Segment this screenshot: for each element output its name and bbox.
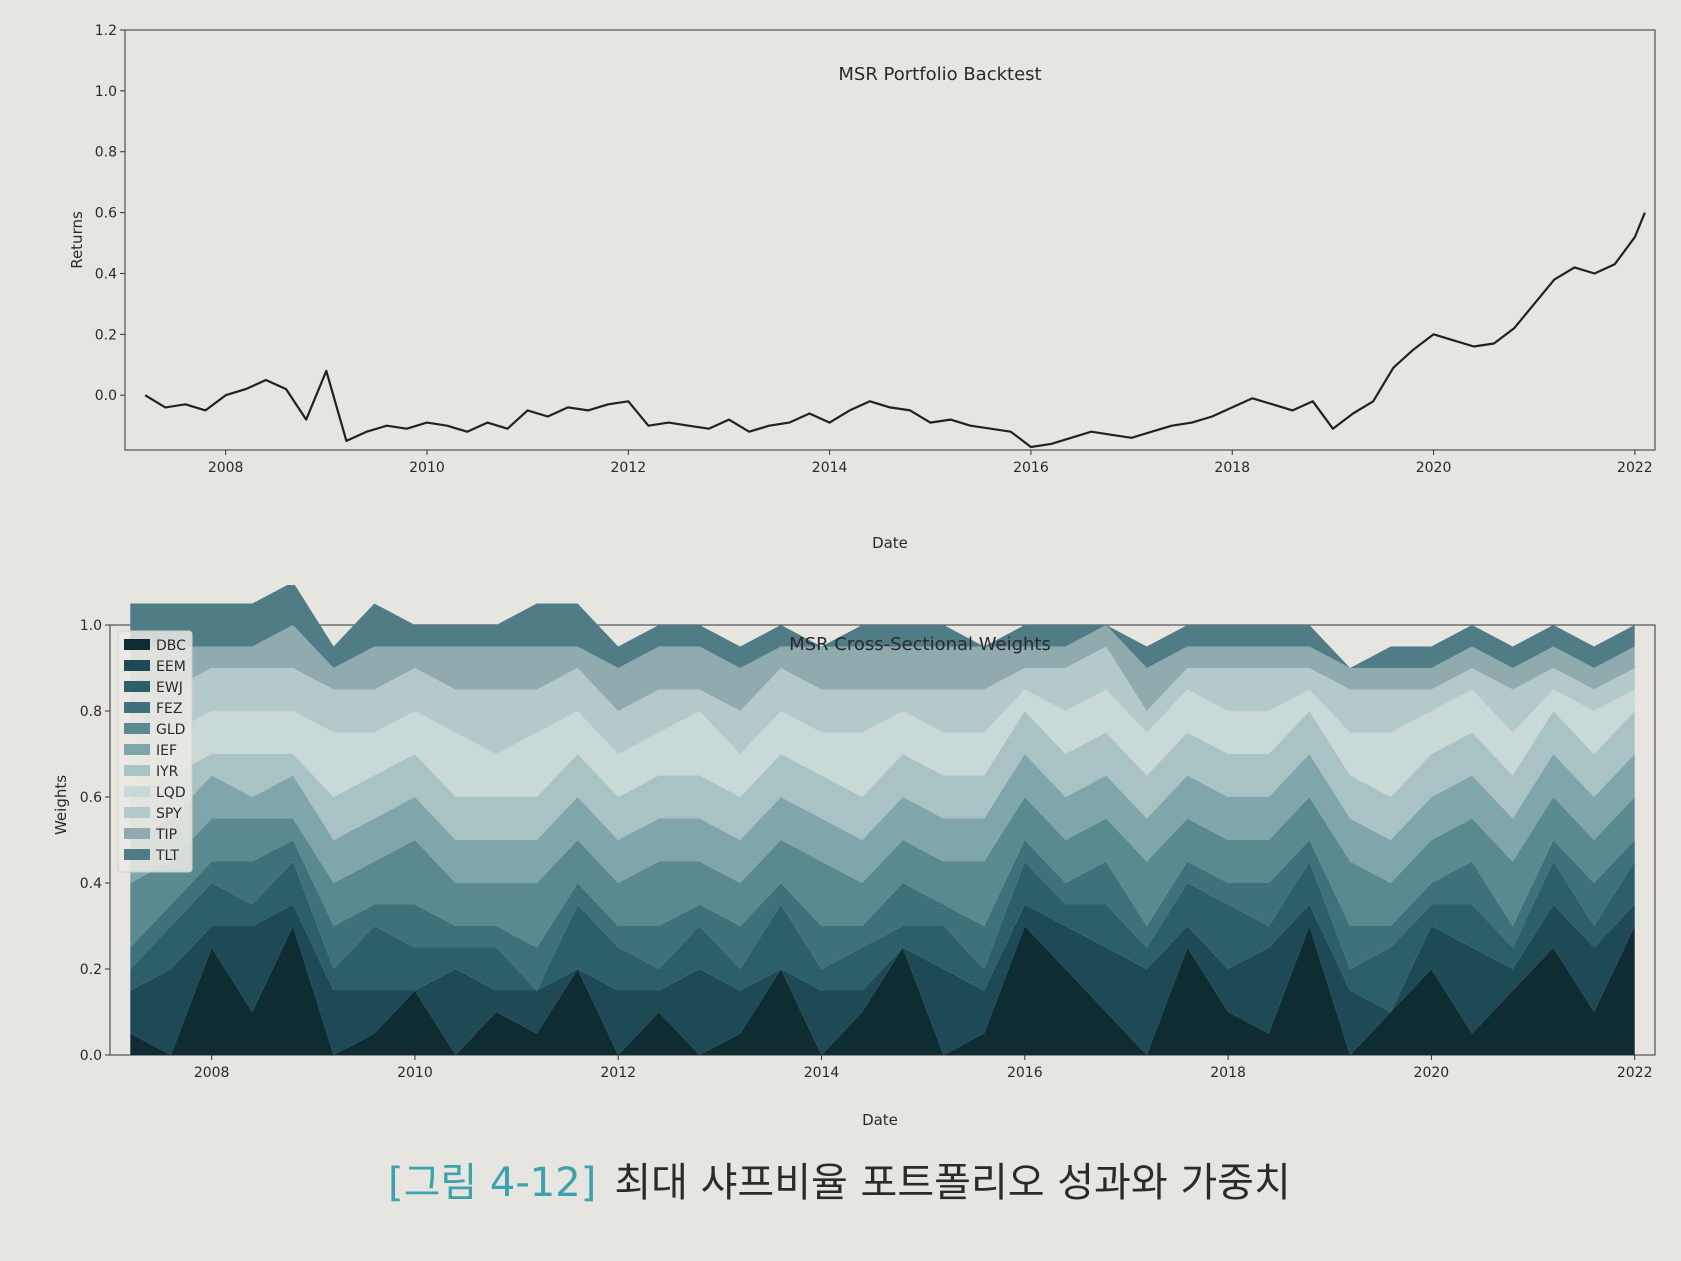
x-tick-label: 2018 <box>1210 1065 1246 1081</box>
y-tick-label: 0.6 <box>80 790 102 806</box>
y-ticks: 0.0 0.2 0.4 0.6 0.8 1.0 1.2 <box>95 23 125 404</box>
x-tick-label: 2008 <box>194 1065 230 1081</box>
legend-label: EWJ <box>156 680 183 696</box>
area-tlt <box>130 585 1635 668</box>
legend-swatch <box>124 765 150 776</box>
backtest-chart: MSR Portfolio Backtest Date Returns 0.00… <box>68 23 1656 552</box>
legend-label: TIP <box>155 827 177 843</box>
legend-label: IYR <box>156 764 179 780</box>
area-gld <box>130 797 1635 948</box>
legend-label: GLD <box>156 722 185 738</box>
legend-label: TLT <box>155 848 179 864</box>
legend-label: SPY <box>156 806 182 822</box>
series-line <box>144 212 1646 449</box>
legend-label: IEF <box>156 743 177 759</box>
x-tick-label: 2018 <box>1214 460 1250 476</box>
area-eem <box>130 904 1635 1055</box>
legend-swatch <box>124 639 150 650</box>
x-tick-label: 2022 <box>1617 1065 1653 1081</box>
caption-text: 최대 샤프비율 포트폴리오 성과와 가중치 <box>614 1160 1291 1206</box>
legend-label: EEM <box>156 659 186 675</box>
chart-title: MSR Cross-Sectional Weights <box>789 634 1051 655</box>
y-tick-label: 1.0 <box>95 84 117 100</box>
x-tick-label: 2012 <box>600 1065 636 1081</box>
y-tick-label: 0.4 <box>80 876 102 892</box>
y-tick-label: 1.2 <box>95 23 117 39</box>
area-ewj <box>130 861 1635 1012</box>
x-tick-label: 2022 <box>1617 460 1653 476</box>
x-tick-label: 2020 <box>1416 460 1452 476</box>
x-tick-label: 2010 <box>409 460 445 476</box>
x-tick-label: 2010 <box>397 1065 433 1081</box>
legend-swatch <box>124 681 150 692</box>
y-axis-label: Weights <box>52 775 70 835</box>
chart-title: MSR Portfolio Backtest <box>838 64 1041 85</box>
y-tick-label: 0.0 <box>95 388 117 404</box>
legend: DBC EEM EWJ FEZ GLD IEF IYR LQD SPY TIP TLT <box>117 630 193 873</box>
x-tick-label: 2014 <box>804 1065 840 1081</box>
legend-swatch <box>124 744 150 755</box>
legend-swatch <box>124 660 150 671</box>
y-tick-label: 1.0 <box>80 618 102 634</box>
y-ticks: 0.0 0.2 0.4 0.6 0.8 1.0 <box>80 618 110 1064</box>
y-tick-label: 0.8 <box>95 145 117 161</box>
legend-swatch <box>124 786 150 797</box>
legend-swatch <box>124 723 150 734</box>
series-lines <box>144 212 1646 449</box>
area-ief <box>130 754 1635 883</box>
legend-swatch <box>124 702 150 713</box>
x-tick-label: 2020 <box>1414 1065 1450 1081</box>
weights-chart: MSR Cross-Sectional Weights Date Weights… <box>52 585 1656 1129</box>
x-tick-label: 2014 <box>812 460 848 476</box>
area-fez <box>130 840 1635 991</box>
x-ticks: 2008 2010 2012 2014 2016 2018 2020 2022 <box>194 1055 1653 1081</box>
y-tick-label: 0.4 <box>95 266 117 282</box>
x-tick-label: 2016 <box>1007 1065 1043 1081</box>
x-axis-label: Date <box>862 1111 898 1129</box>
area-dbc <box>130 926 1635 1055</box>
legend-swatch <box>124 849 150 860</box>
stacked-areas <box>130 585 1635 1055</box>
x-ticks: 2008 2010 2012 2014 2016 2018 2020 2022 <box>208 450 1653 476</box>
x-tick-label: 2016 <box>1013 460 1049 476</box>
plot-area <box>124 29 1656 451</box>
y-tick-label: 0.0 <box>80 1048 102 1064</box>
area-iyr <box>130 711 1635 840</box>
legend-label: LQD <box>156 785 186 801</box>
x-axis-label: Date <box>872 534 908 552</box>
figure-number: [그림 4-12] <box>388 1160 597 1206</box>
y-tick-label: 0.8 <box>80 704 102 720</box>
y-axis-label: Returns <box>68 211 86 269</box>
x-tick-label: 2012 <box>610 460 646 476</box>
x-tick-label: 2008 <box>208 460 244 476</box>
legend-label: FEZ <box>156 701 183 717</box>
figure-caption: [그림 4-12] 최대 샤프비율 포트폴리오 성과와 가중치 <box>388 1150 1488 1208</box>
area-lqd <box>130 689 1635 797</box>
y-tick-label: 0.6 <box>95 206 117 222</box>
y-tick-label: 0.2 <box>80 962 102 978</box>
y-tick-label: 0.2 <box>95 327 117 343</box>
legend-label: DBC <box>156 638 186 654</box>
legend-swatch <box>124 828 150 839</box>
legend-swatch <box>124 807 150 818</box>
area-spy <box>130 646 1635 754</box>
